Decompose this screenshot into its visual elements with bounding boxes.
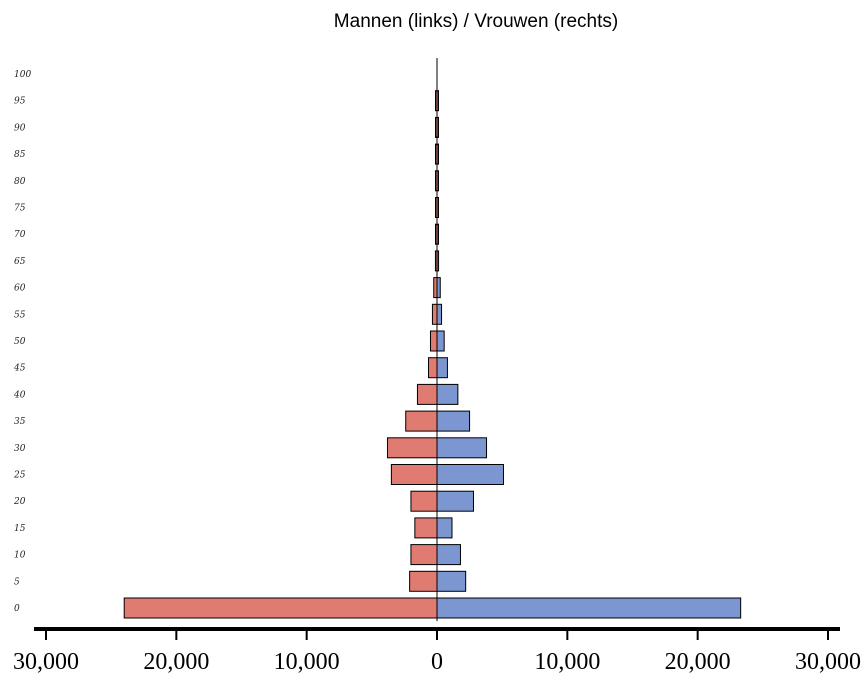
bar-women: [436, 410, 471, 432]
y-tick-label: 75: [14, 204, 26, 214]
y-tick-label: 0: [14, 604, 20, 614]
y-tick-label: 65: [14, 257, 26, 267]
x-tick-label: 10,000: [274, 649, 340, 675]
x-tick-label: 20,000: [665, 649, 731, 675]
bar-women: [436, 303, 443, 325]
bar-women: [436, 597, 742, 619]
bar-women: [436, 570, 467, 592]
y-tick-label: 20: [13, 497, 26, 507]
y-tick-label: 50: [14, 337, 26, 347]
bar-women: [436, 517, 453, 539]
x-tick-label: 20,000: [143, 649, 209, 675]
bar-women: [436, 437, 488, 459]
bar-men: [405, 410, 438, 432]
bar-women: [436, 464, 504, 485]
bar-women: [436, 330, 445, 352]
bar-women: [436, 357, 448, 379]
bar-women: [436, 544, 461, 566]
bar-men: [431, 303, 438, 325]
y-tick-label: 30: [14, 444, 26, 454]
bar-men: [429, 330, 438, 352]
y-tick-label: 10: [14, 551, 26, 561]
y-tick-label: 80: [14, 177, 26, 187]
y-tick-label: 100: [14, 70, 31, 80]
bar-men: [410, 544, 438, 566]
y-tick-label: 70: [14, 230, 26, 240]
bar-men: [410, 490, 438, 512]
y-tick-label: 90: [14, 123, 26, 133]
y-tick-label: 35: [14, 417, 26, 427]
chart-title: Mannen (links) / Vrouwen (rechts): [334, 11, 618, 32]
x-tick-label: 30,000: [13, 649, 79, 675]
y-tick-label: 55: [14, 310, 26, 320]
x-tick-label: 0: [431, 649, 443, 675]
bar-men: [428, 357, 438, 379]
x-axis: 30,000 20,000 10,000 0 10,000 20,000 30,000: [13, 629, 861, 675]
y-tick-label: 60: [14, 284, 26, 294]
y-axis-labels: 0 5 10 15 20 25 30 35 40 45 50 55 60 65 70 75 80 85 90 95 10…: [13, 70, 31, 614]
bar-women: [436, 383, 459, 405]
bar-men: [414, 517, 438, 539]
bar-men: [123, 597, 438, 619]
bar-men: [390, 464, 438, 485]
bar-men: [416, 383, 438, 405]
x-tick-label: 30,000: [795, 649, 861, 675]
y-tick-label: 5: [14, 577, 20, 587]
y-tick-label: 85: [14, 150, 26, 160]
y-tick-label: 45: [13, 364, 26, 374]
y-tick-label: 25: [13, 471, 26, 481]
x-tick-label: 10,000: [534, 649, 600, 675]
bar-women: [436, 490, 474, 512]
y-tick-label: 15: [14, 524, 26, 534]
bar-men: [409, 570, 438, 592]
y-tick-label: 40: [13, 390, 26, 400]
y-tick-label: 95: [14, 97, 26, 107]
bars-group: [123, 90, 742, 619]
bar-men: [386, 437, 438, 459]
